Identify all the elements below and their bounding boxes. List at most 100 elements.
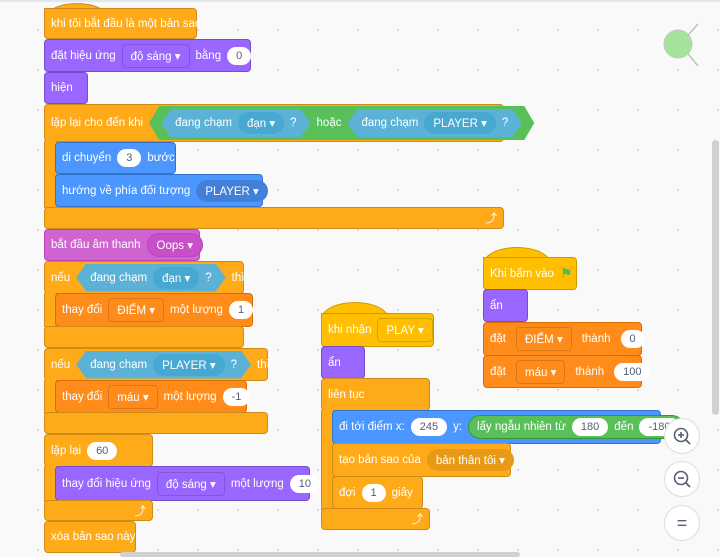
set-effect-block[interactable]: đặt hiệu ứng độ sáng ▾ bằng 0 [44,39,252,72]
block-label: nếu [51,358,71,371]
if-block[interactable]: nếu đang chạm đạn ▾? thì [44,261,244,294]
touching-player-condition[interactable]: đang chạm PLAYER ▾? [347,109,522,137]
delete-clone-block[interactable]: xóa bản sao này [44,521,136,553]
block-label: đợi [339,486,356,499]
object-dropdown[interactable]: đạn ▾ [153,267,199,289]
block-label: tạo bản sao của [339,454,421,466]
touching-condition[interactable]: đang chạm đạn ▾? [76,264,225,292]
block-label: đặt hiệu ứng [51,49,116,62]
dropdown-value: ĐIỂM [117,305,147,317]
block-label: y: [453,421,463,433]
dropdown-value: PLAYER [433,118,478,130]
dropdown-value: máu [525,366,548,379]
x-input[interactable]: 245 [410,418,448,436]
change-variable-block[interactable]: thay đổi máu ▾ một lượng -1 [55,380,251,413]
reset-zoom-button[interactable]: = [664,505,700,541]
block-label: một lượng [163,390,217,403]
zoom-in-button[interactable] [664,418,700,454]
when-start-as-clone-hat[interactable]: khi tôi bắt đầu là một bản sao [44,8,201,39]
question-mark: ? [501,117,509,129]
forever-bottom: ⤴ [321,508,430,530]
if-bottom [44,412,268,434]
hide-block[interactable]: ẩn [321,346,365,379]
block-label: thành [575,365,605,378]
zoom-out-icon [673,470,691,488]
message-dropdown[interactable]: PLAY ▾ [377,318,433,342]
touching-condition[interactable]: đang chạm PLAYER ▾? [76,351,251,379]
forever-block[interactable]: liên tục [321,378,430,411]
value-input[interactable]: 0 [227,46,252,65]
repeat-count-input[interactable]: 60 [87,441,118,460]
point-towards-block[interactable]: hướng về phía đối tượng PLAYER ▾ [55,174,268,207]
zoom-out-button[interactable] [664,461,700,497]
target-dropdown[interactable]: PLAYER ▾ [196,179,268,202]
dropdown-value: đạn [246,118,267,130]
from-input[interactable]: 180 [571,418,609,436]
pick-random-block[interactable]: lấy ngẫu nhiên từ 180 đến -180 [468,415,684,439]
when-flag-clicked-hat[interactable]: Khi bấm vào ⚑ [483,257,577,290]
value-input[interactable]: 0 [620,330,645,348]
block-label: đến [614,421,634,433]
block-label: hiện [51,82,73,94]
value-input[interactable]: 100 [614,362,651,381]
change-effect-block[interactable]: thay đổi hiệu ứng độ sáng ▾ một lượng 10 [55,466,321,501]
block-label: nếu [51,271,71,284]
set-variable-block[interactable]: đặt máu ▾ thành 100 [483,355,651,388]
hide-block[interactable]: ẩn [483,289,528,322]
sound-dropdown[interactable]: Oops ▾ [146,233,203,257]
touching-bullet-condition[interactable]: đang chạm đạn ▾? [161,109,310,137]
value-input[interactable]: -1 [222,387,251,406]
wait-block[interactable]: đợi 1 giây [332,476,423,509]
vertical-scrollbar[interactable] [712,140,719,415]
create-clone-block[interactable]: tạo bản sao của bản thân tôi ▾ [332,443,514,477]
dropdown-value: PLAYER [205,185,250,198]
block-label: đặt [490,365,506,378]
block-label: lặp lại cho đến khi [51,117,144,129]
block-label: đang chạm [175,117,232,129]
dropdown-value: Oops [156,240,185,252]
variable-dropdown[interactable]: ĐIỂM ▾ [516,327,572,351]
dropdown-value: đạn [162,272,182,285]
repeat-until-bottom: ⤴ [44,207,504,229]
set-variable-block[interactable]: đặt ĐIỂM ▾ thành 0 [483,322,645,356]
go-to-xy-block[interactable]: đi tới điểm x: 245 y: lấy ngẫu nhiên từ 180 đ… [332,410,684,444]
dropdown-value: bản thân tôi [435,455,496,467]
move-steps-block[interactable]: di chuyển 3 bước [55,142,176,174]
horizontal-scrollbar[interactable] [120,552,520,557]
variable-dropdown[interactable]: máu ▾ [108,384,158,409]
or-operator[interactable]: đang chạm đạn ▾? hoặc đang chạm PLAYER ▾? [149,106,534,140]
object-dropdown[interactable]: đạn ▾ [238,112,284,134]
value-input[interactable]: 1 [228,301,254,319]
question-mark: ? [290,117,297,129]
show-block[interactable]: hiện [44,72,88,104]
if-block[interactable]: nếu đang chạm PLAYER ▾? thì [44,348,270,381]
block-label: liên tục [328,388,365,401]
variable-dropdown[interactable]: máu ▾ [516,359,566,384]
block-label: ẩn [490,299,503,312]
object-dropdown[interactable]: PLAYER ▾ [424,112,496,134]
start-sound-block[interactable]: bắt đầu âm thanh Oops ▾ [44,229,203,261]
green-flag-icon: ⚑ [559,265,573,281]
block-label: đi tới điểm x: [339,421,405,433]
change-variable-block[interactable]: thay đổi ĐIỂM ▾ một lượng 1 [55,293,254,327]
loop-arrow-icon: ⤴ [485,213,498,225]
repeat-bottom: ⤴ [44,500,153,521]
block-label: một lượng [170,304,223,316]
effect-dropdown[interactable]: độ sáng ▾ [121,43,190,68]
object-dropdown[interactable]: PLAYER ▾ [153,354,225,376]
dropdown-value: độ sáng [165,478,207,491]
when-receive-hat[interactable]: khi nhận PLAY ▾ [321,313,434,347]
variable-dropdown[interactable]: ĐIỂM ▾ [108,298,164,322]
block-label: bắt đầu âm thanh [51,239,141,251]
dropdown-value: PLAY [386,325,415,337]
if-bottom [44,326,244,348]
block-label: thì [231,271,245,284]
clone-target-dropdown[interactable]: bản thân tôi ▾ [426,449,514,471]
seconds-input[interactable]: 1 [361,483,386,502]
value-input[interactable]: 10 [289,474,321,493]
repeat-block[interactable]: lặp lại 60 [44,434,153,467]
repeat-until-block[interactable]: lặp lại cho đến khi đang chạm đạn ▾? hoặc… [44,104,504,142]
steps-input[interactable]: 3 [117,149,142,167]
block-label: bằng [195,49,222,62]
effect-dropdown[interactable]: độ sáng ▾ [156,471,225,496]
